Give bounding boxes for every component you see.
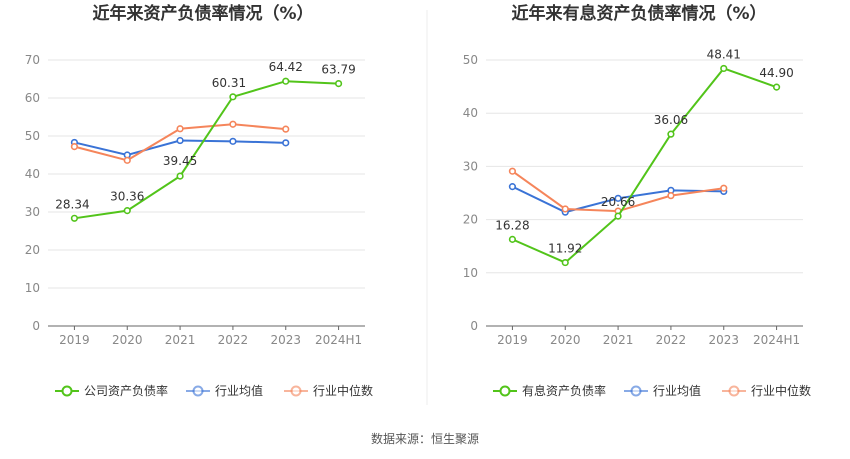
data-point <box>229 93 237 101</box>
data-label: 30.36 <box>110 190 144 204</box>
x-tick-label: 2020 <box>112 333 143 347</box>
y-tick-label: 40 <box>463 106 478 120</box>
legend-label: 公司资产负债率 <box>84 383 168 398</box>
data-point <box>614 212 622 220</box>
data-point <box>334 79 343 88</box>
legend-swatch-marker <box>630 385 642 397</box>
y-tick-label: 30 <box>463 159 478 173</box>
y-tick-label: 70 <box>25 53 40 67</box>
y-tick-label: 20 <box>25 243 40 257</box>
x-tick-label: 2022 <box>656 333 687 347</box>
data-point <box>176 136 184 145</box>
data-label: 60.31 <box>212 76 246 90</box>
data-point <box>282 77 290 85</box>
data-point <box>176 125 184 133</box>
y-tick-label: 0 <box>32 319 40 333</box>
source-text: 数据来源：恒生聚源 <box>371 431 479 446</box>
data-point <box>70 143 79 151</box>
data-point <box>508 235 517 243</box>
legend-label: 行业均值 <box>653 383 701 398</box>
series-line-0 <box>74 80 339 220</box>
legend-swatch-marker <box>728 385 740 397</box>
x-tick-label: 2019 <box>59 333 90 347</box>
data-point <box>282 125 290 133</box>
legend-label: 行业均值 <box>215 383 263 398</box>
x-tick-label: 2021 <box>165 333 196 347</box>
data-label: 11.92 <box>548 242 582 256</box>
data-point <box>229 137 237 145</box>
x-tick-label: 2023 <box>708 333 739 347</box>
x-tick-label: 2024H1 <box>753 333 800 347</box>
debt-ratio-chart: 近年来资产负债率情况（%） 0 10 20 30 40 50 60 70 2019 2020 2021… <box>25 3 373 398</box>
data-point <box>614 194 622 202</box>
legend-swatch-marker <box>61 385 73 397</box>
data-label: 36.06 <box>654 113 688 127</box>
data-point <box>720 64 728 73</box>
data-point <box>229 120 237 128</box>
legend-swatch-marker <box>499 385 511 397</box>
data-point <box>123 156 131 164</box>
data-point <box>508 183 517 191</box>
interest-bearing-debt-ratio-chart: 近年来有息资产负债率情况（%） 0 10 20 30 40 50 2019 2020 2021 20… <box>463 3 811 398</box>
x-tick-label: 2023 <box>270 333 301 347</box>
data-label: 20.66 <box>601 195 635 209</box>
y-tick-label: 60 <box>25 91 40 105</box>
data-point <box>720 184 728 192</box>
y-tick-label: 50 <box>25 129 40 143</box>
chart-title: 近年来资产负债率情况（%） <box>92 3 313 24</box>
data-point <box>561 258 569 267</box>
data-point <box>561 205 569 213</box>
y-tick-label: 30 <box>25 205 40 219</box>
data-label: 44.90 <box>759 66 793 80</box>
y-tick-label: 50 <box>463 53 478 67</box>
data-label: 48.41 <box>707 47 741 61</box>
data-point <box>123 207 131 215</box>
x-tick-label: 2022 <box>218 333 249 347</box>
legend-label: 有息资产负债率 <box>522 383 606 398</box>
data-point <box>667 192 675 200</box>
data-point <box>667 130 675 138</box>
data-point <box>176 172 184 180</box>
legend-swatch-marker <box>290 385 302 397</box>
data-label: 39.45 <box>163 154 197 168</box>
x-tick-label: 2019 <box>497 333 528 347</box>
data-label: 16.28 <box>495 218 529 232</box>
y-tick-label: 10 <box>463 266 478 280</box>
x-tick-label: 2024H1 <box>315 333 362 347</box>
legend-label: 行业中位数 <box>751 383 811 398</box>
x-tick-label: 2020 <box>550 333 581 347</box>
data-point <box>772 83 781 91</box>
y-tick-label: 40 <box>25 167 40 181</box>
series-line-0 <box>512 67 777 264</box>
y-tick-label: 0 <box>470 319 478 333</box>
legend-label: 行业中位数 <box>313 383 373 398</box>
y-tick-label: 10 <box>25 281 40 295</box>
data-point <box>508 167 517 175</box>
data-point <box>282 139 290 147</box>
data-label: 63.79 <box>321 63 355 77</box>
data-point <box>70 214 79 222</box>
chart-title: 近年来有息资产负债率情况（%） <box>511 3 766 24</box>
data-label: 64.42 <box>269 60 303 74</box>
legend-swatch-marker <box>192 385 204 397</box>
x-tick-label: 2021 <box>603 333 634 347</box>
y-tick-label: 20 <box>463 213 478 227</box>
data-label: 28.34 <box>55 197 89 211</box>
